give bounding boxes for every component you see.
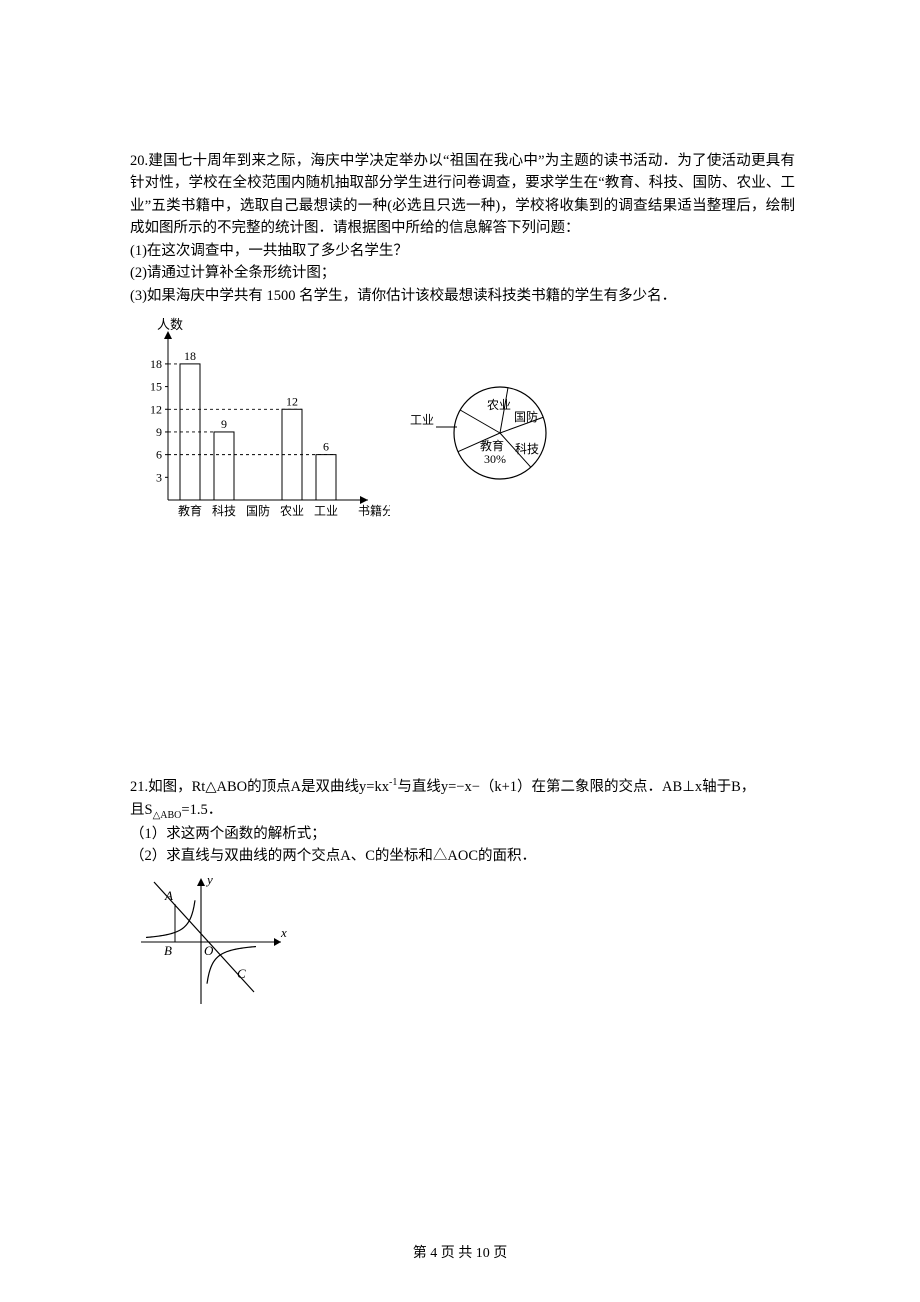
hyperbola-diagram: x y A B O C xyxy=(136,874,296,1014)
problem-20-q1: (1)在这次调查中，一共抽取了多少名学生？ xyxy=(130,240,795,262)
svg-text:工业: 工业 xyxy=(410,413,434,427)
svg-text:B: B xyxy=(164,943,172,958)
problem-21-q2: （2）求直线与双曲线的两个交点A、C的坐标和△AOC的面积． xyxy=(130,845,795,867)
pie-chart: 农业国防科技教育30% 工业 xyxy=(405,365,595,505)
svg-text:12: 12 xyxy=(150,403,162,417)
svg-text:书籍分类: 书籍分类 xyxy=(358,503,390,518)
problem-21-line1: 21.如图，Rt△ABO的顶点A是双曲线y=kx-1与直线y=−x−（k+1）在… xyxy=(130,775,795,798)
problem-20-q3: (3)如果海庆中学共有 1500 名学生，请你估计该校最想读科技类书籍的学生有多… xyxy=(130,285,795,307)
svg-text:教育: 教育 xyxy=(178,503,202,518)
svg-text:A: A xyxy=(164,888,173,903)
problem-20-figure: 人数36912151818教育9科技国防12农业6工业书籍分类 农业国防科技教育… xyxy=(130,315,610,535)
svg-text:12: 12 xyxy=(286,395,298,409)
svg-text:国防: 国防 xyxy=(514,409,538,424)
svg-text:6: 6 xyxy=(156,448,162,462)
svg-text:y: y xyxy=(205,874,213,887)
svg-text:6: 6 xyxy=(323,440,329,454)
svg-text:O: O xyxy=(204,943,214,958)
svg-text:9: 9 xyxy=(156,425,162,439)
svg-text:15: 15 xyxy=(150,380,162,394)
svg-text:科技: 科技 xyxy=(212,504,236,518)
problem-20: 20.建国七十周年到来之际，海庆中学决定举办以“祖国在我心中”为主题的读书活动．… xyxy=(130,150,795,307)
problem-21-line2: 且S△ABO=1.5． xyxy=(130,799,795,823)
svg-text:科技: 科技 xyxy=(515,442,539,456)
problem-21-number: 21. xyxy=(130,779,148,795)
bar-chart: 人数 3 6 9 12 15 18 18 教育 9 科技国防 12 农业 6 工业 书籍分类 xyxy=(130,315,390,530)
svg-text:农业: 农业 xyxy=(487,398,511,412)
problem-20-q2: (2)请通过计算补全条形统计图； xyxy=(130,262,795,284)
svg-text:9: 9 xyxy=(221,417,227,431)
svg-text:18: 18 xyxy=(150,357,162,371)
problem-21-figure: x y A B O C xyxy=(136,874,795,1014)
svg-text:30%: 30% xyxy=(484,452,506,466)
problem-20-body: 20.建国七十周年到来之际，海庆中学决定举办以“祖国在我心中”为主题的读书活动．… xyxy=(130,150,795,240)
svg-text:3: 3 xyxy=(156,471,162,485)
svg-text:工业: 工业 xyxy=(314,504,338,518)
svg-text:农业: 农业 xyxy=(280,504,304,518)
svg-text:人数: 人数 xyxy=(157,317,183,332)
problem-20-number: 20. xyxy=(130,153,148,169)
svg-text:C: C xyxy=(237,966,246,981)
svg-text:x: x xyxy=(280,925,287,940)
svg-text:教育: 教育 xyxy=(480,438,504,453)
problem-21-q1: （1）求这两个函数的解析式； xyxy=(130,823,795,845)
page-footer: 第 4 页 共 10 页 xyxy=(0,1242,920,1262)
problem-21: 21.如图，Rt△ABO的顶点A是双曲线y=kx-1与直线y=−x−（k+1）在… xyxy=(130,775,795,868)
svg-text:18: 18 xyxy=(184,349,196,363)
svg-text:国防: 国防 xyxy=(246,503,270,518)
footer-text: 第 4 页 共 10 页 xyxy=(413,1246,508,1261)
